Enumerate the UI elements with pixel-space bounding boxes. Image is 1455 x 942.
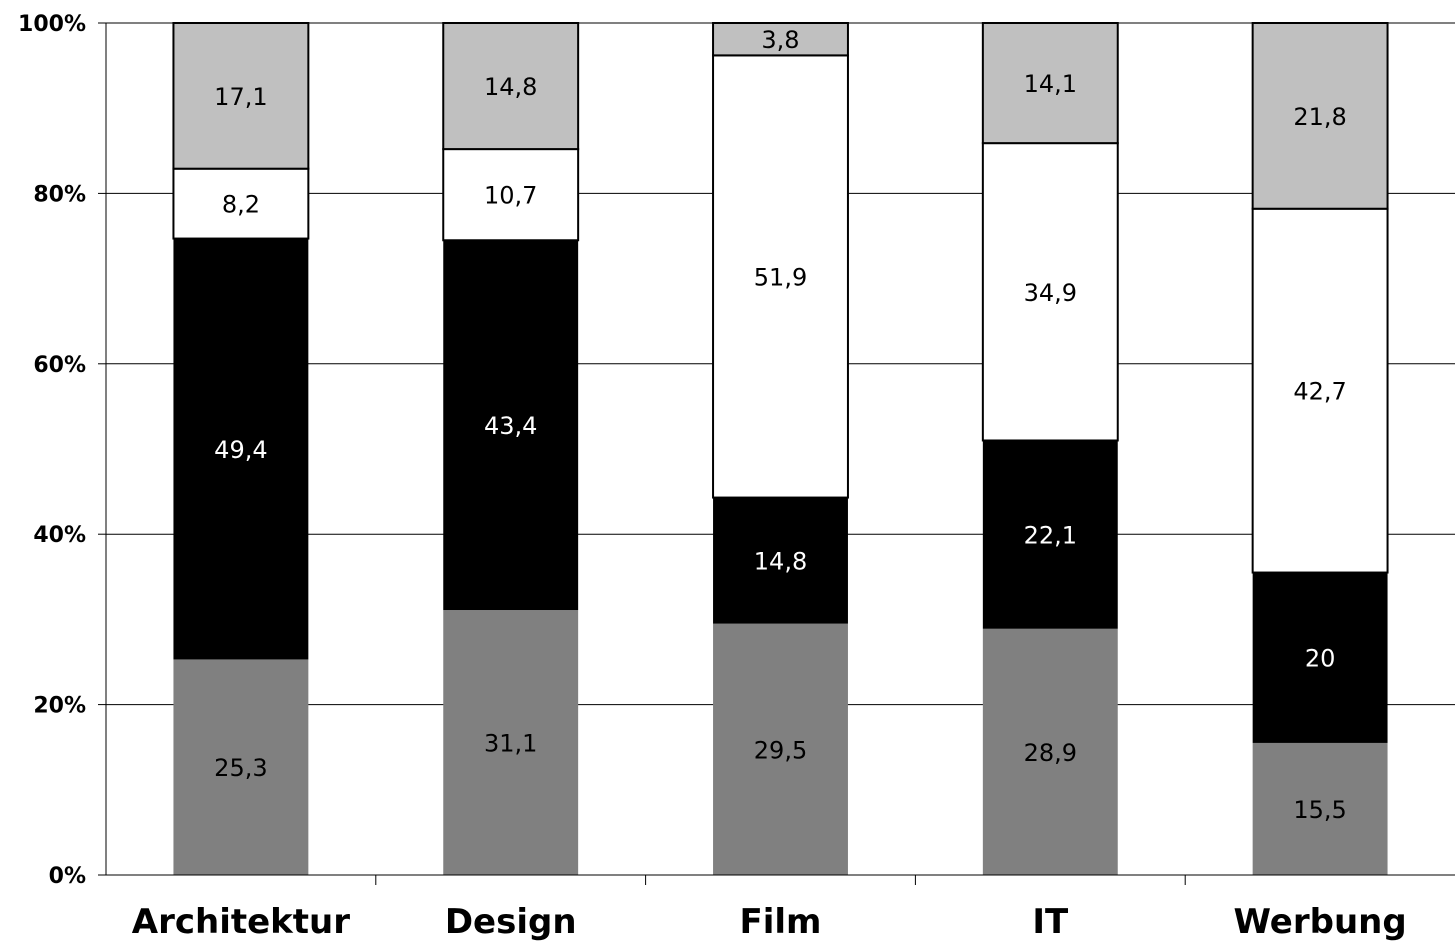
bar-segment: [712, 54, 849, 499]
category-label: Werbung: [1233, 902, 1406, 942]
axes: [98, 22, 1455, 885]
bar-segment: [173, 238, 309, 660]
data-label: 15,5: [1293, 796, 1346, 824]
data-label: 20: [1305, 645, 1336, 673]
data-label: 22,1: [1024, 522, 1077, 550]
data-label: 17,1: [214, 83, 267, 111]
bar-segment: [443, 610, 579, 875]
bar-segment: [172, 167, 310, 240]
y-tick-label: 60%: [33, 353, 86, 378]
data-label: 29,5: [754, 736, 807, 764]
category-label: Film: [740, 902, 822, 942]
data-label: 8,2: [222, 191, 260, 219]
bars: [172, 22, 1389, 875]
bar-segment: [981, 22, 1119, 145]
data-label: 14,8: [484, 73, 537, 101]
category-label: IT: [1032, 902, 1069, 942]
bar-segment: [1252, 742, 1388, 875]
data-label: 51,9: [754, 263, 807, 291]
bar-segment: [713, 623, 848, 875]
bar-segment: [1251, 207, 1389, 574]
bar-segment: [443, 240, 579, 611]
data-label: 21,8: [1293, 103, 1346, 131]
bar-segment: [173, 659, 309, 875]
bar-segment: [442, 148, 580, 242]
data-label: 14,8: [754, 548, 807, 576]
data-label: 43,4: [484, 412, 537, 440]
data-label: 10,7: [484, 182, 537, 210]
data-label: 31,1: [484, 730, 537, 758]
data-label: 3,8: [761, 26, 799, 54]
bar-segment: [1252, 572, 1388, 743]
data-label: 14,1: [1024, 70, 1077, 98]
bar-segment: [172, 22, 310, 170]
data-label: 25,3: [214, 754, 267, 782]
bar-segment: [982, 440, 1118, 629]
category-label: Design: [445, 902, 577, 942]
bar-segment: [713, 497, 848, 624]
data-label: 28,9: [1024, 739, 1077, 767]
bar-segment: [982, 628, 1118, 875]
bar-segment: [981, 142, 1119, 442]
data-label: 34,9: [1024, 279, 1077, 307]
y-tick-label: 20%: [33, 694, 86, 719]
bar-segment: [442, 22, 580, 151]
y-tick-label: 100%: [18, 12, 86, 37]
labels: 0% 20% 40% 60% 80% 100% 25,3 49,4 8,2 17,1 Archite…: [18, 12, 1407, 942]
y-tick-label: 40%: [33, 523, 86, 548]
category-label: Architektur: [132, 902, 350, 942]
data-label: 42,7: [1293, 378, 1346, 406]
y-tick-label: 80%: [33, 182, 86, 207]
bar-segment: [1251, 22, 1389, 210]
y-tick-label: 0%: [49, 864, 86, 889]
data-label: 49,4: [214, 436, 267, 464]
bar-segment: [712, 22, 849, 57]
